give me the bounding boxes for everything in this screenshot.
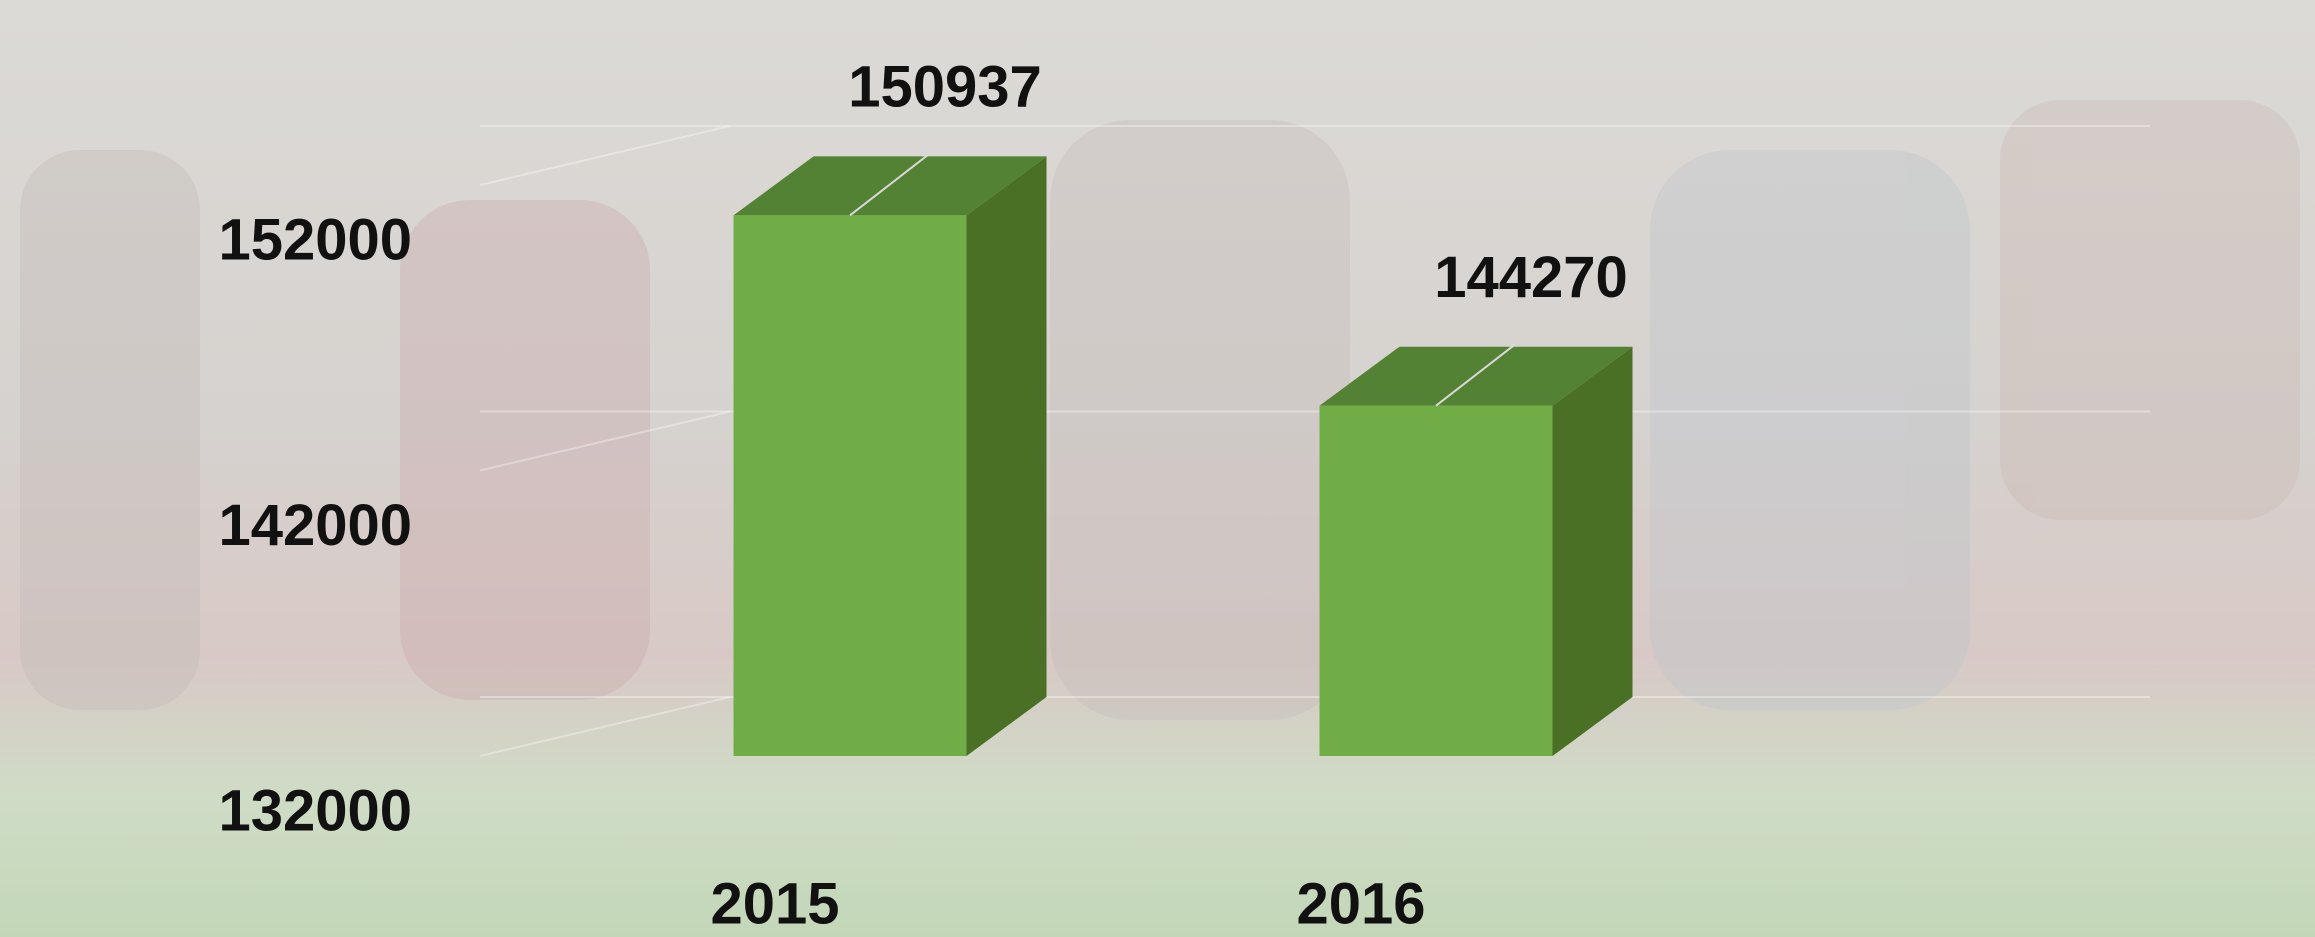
x-tick-label: 2016: [1296, 871, 1425, 936]
data-label: 144270: [1434, 245, 1628, 310]
leader-line: [849, 152, 931, 217]
grid-line: [479, 125, 731, 186]
plot-area: 132000 142000 152000 150937 2015 144270 2016: [218, 55, 2150, 936]
leader-line: [1435, 342, 1517, 407]
grid-line: [479, 696, 731, 757]
bar-top: [733, 156, 1047, 216]
photo-people: [20, 100, 2300, 720]
grid-line: [479, 410, 731, 472]
bar-top: [1319, 346, 1633, 406]
bar: [1319, 405, 1553, 756]
x-tick-label: 2015: [710, 871, 839, 936]
bar-side: [1552, 346, 1633, 756]
y-tick-label: 152000: [218, 207, 412, 272]
bar-side: [966, 156, 1047, 757]
bar: [733, 215, 967, 757]
y-tick-label: 132000: [218, 778, 412, 843]
y-tick-label: 142000: [218, 493, 412, 558]
data-label: 150937: [848, 55, 1042, 120]
